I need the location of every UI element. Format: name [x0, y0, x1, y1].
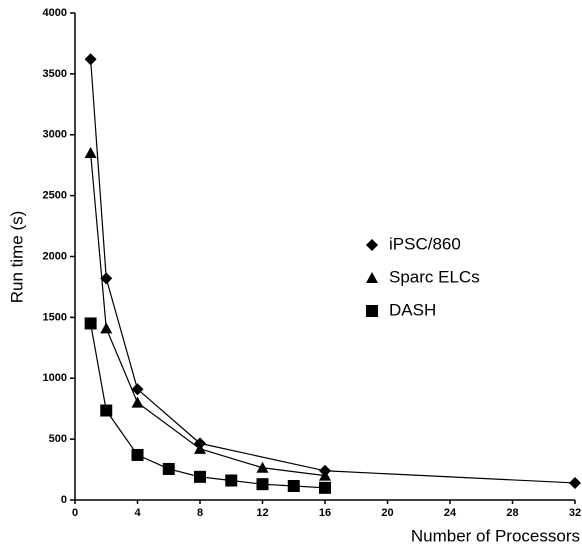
x-tick-label: 32 — [569, 507, 581, 519]
x-tick-label: 16 — [319, 507, 331, 519]
marker — [319, 469, 331, 481]
marker — [287, 479, 300, 492]
y-tick-label: 4000 — [43, 7, 67, 19]
x-tick-label: 24 — [444, 507, 457, 519]
marker — [225, 474, 238, 487]
marker — [194, 442, 206, 454]
marker — [84, 53, 97, 66]
legend-label: DASH — [389, 300, 436, 319]
series-line — [90, 152, 326, 477]
x-tick-label: 0 — [72, 507, 78, 519]
marker — [319, 481, 331, 494]
x-tick-label: 8 — [197, 507, 203, 519]
legend-marker — [366, 305, 378, 317]
marker — [131, 448, 144, 461]
legend-label: iPSC/860 — [389, 234, 461, 253]
x-axis-label: Number of Processors — [411, 526, 580, 545]
y-tick-label: 1500 — [43, 311, 67, 323]
legend-marker — [366, 239, 378, 251]
y-axis-label: Run time (s) — [7, 211, 26, 304]
y-tick-label: 2000 — [43, 250, 67, 262]
marker — [256, 478, 269, 491]
y-tick-label: 500 — [49, 433, 67, 445]
y-tick-label: 1000 — [43, 372, 67, 384]
marker — [84, 317, 97, 330]
marker — [131, 396, 144, 408]
marker — [84, 147, 97, 159]
marker — [256, 461, 269, 473]
y-tick-label: 0 — [61, 494, 67, 506]
marker — [131, 383, 144, 396]
y-tick-label: 2500 — [43, 190, 67, 202]
marker — [162, 462, 175, 475]
y-tick-label: 3500 — [43, 68, 67, 80]
x-tick-label: 28 — [506, 507, 518, 519]
x-tick-label: 20 — [381, 507, 393, 519]
legend-label: Sparc ELCs — [389, 267, 480, 286]
marker — [194, 470, 206, 483]
marker — [100, 322, 113, 334]
marker — [569, 476, 581, 489]
legend-marker — [366, 272, 378, 283]
marker — [100, 272, 113, 285]
x-tick-label: 4 — [134, 507, 141, 519]
marker — [100, 404, 113, 417]
y-tick-label: 3000 — [43, 129, 67, 141]
series-line — [90, 59, 576, 484]
x-tick-label: 12 — [256, 507, 268, 519]
